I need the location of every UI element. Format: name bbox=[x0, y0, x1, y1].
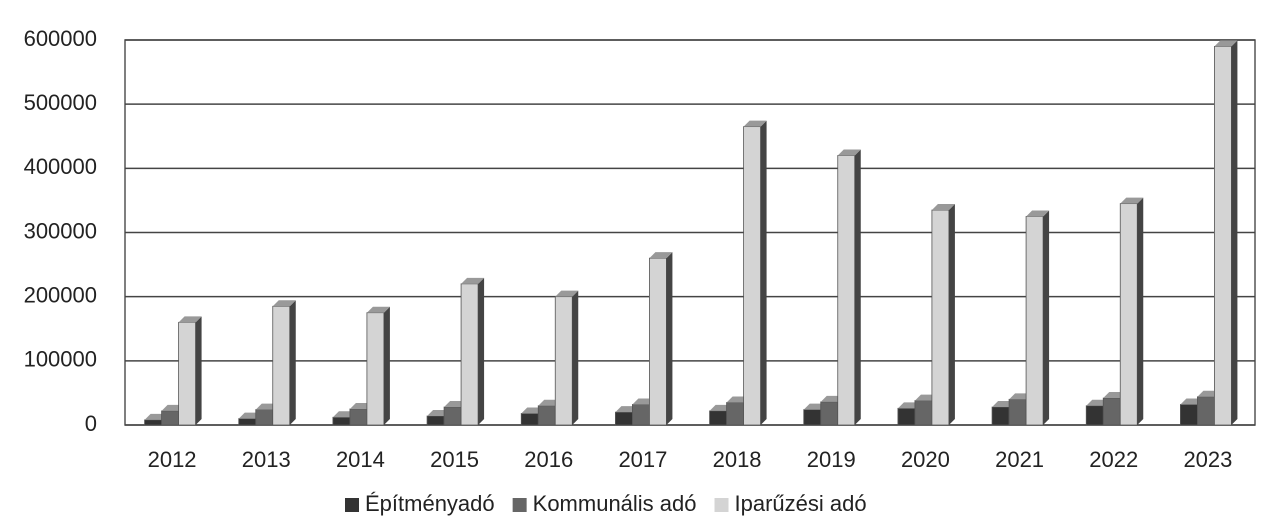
bar-front bbox=[366, 312, 385, 426]
bar-front bbox=[803, 409, 822, 426]
bar-top bbox=[649, 252, 673, 259]
bar-front bbox=[255, 409, 274, 426]
bar-front bbox=[743, 126, 761, 426]
bar-side bbox=[289, 300, 296, 425]
bar-front bbox=[897, 407, 916, 426]
x-tick-label: 2013 bbox=[242, 447, 291, 472]
bar-side bbox=[1231, 40, 1238, 426]
bar-top bbox=[555, 290, 579, 297]
bar-side bbox=[478, 277, 485, 425]
x-tick-label: 2015 bbox=[430, 447, 479, 472]
bar-side bbox=[383, 306, 390, 425]
bar-front bbox=[1197, 396, 1215, 426]
legend-swatch bbox=[512, 498, 527, 512]
legend-label: Iparűzési adó bbox=[735, 491, 867, 516]
bar bbox=[1119, 197, 1144, 426]
bar-front bbox=[144, 419, 162, 426]
bar-top bbox=[1026, 210, 1050, 217]
bar-top bbox=[1214, 40, 1238, 47]
bar-front bbox=[1102, 397, 1121, 426]
bar-front bbox=[554, 296, 573, 426]
x-tick-label: 2014 bbox=[336, 447, 385, 472]
x-tick-label: 2019 bbox=[807, 447, 856, 472]
bar-front bbox=[1025, 216, 1044, 426]
bar bbox=[837, 149, 861, 426]
bar-top bbox=[178, 316, 202, 323]
bar bbox=[272, 300, 296, 426]
bar-front bbox=[820, 401, 839, 426]
bar-side bbox=[572, 290, 579, 425]
bar-front bbox=[426, 415, 445, 426]
bar-front bbox=[914, 400, 933, 426]
bar-front bbox=[537, 405, 556, 426]
bar bbox=[554, 290, 579, 426]
x-tick-label: 2022 bbox=[1089, 447, 1138, 472]
x-tick-label: 2017 bbox=[618, 447, 667, 472]
bar-side bbox=[760, 120, 767, 425]
y-tick-label: 500000 bbox=[24, 90, 97, 115]
bar-top bbox=[461, 277, 485, 284]
bar-front bbox=[520, 413, 539, 426]
bar bbox=[1025, 210, 1050, 426]
bar-front bbox=[726, 402, 744, 426]
y-tick-label: 200000 bbox=[24, 282, 97, 307]
x-tick-label: 2016 bbox=[524, 447, 573, 472]
bar-top bbox=[1120, 197, 1144, 204]
bar-front bbox=[709, 410, 727, 426]
y-tick-label: 400000 bbox=[24, 154, 97, 179]
legend-swatch bbox=[345, 498, 359, 512]
bar-top bbox=[366, 306, 390, 313]
x-tick-label: 2021 bbox=[995, 447, 1044, 472]
bar-front bbox=[615, 411, 633, 426]
bar-front bbox=[332, 416, 351, 426]
bar-side bbox=[948, 204, 955, 425]
y-tick-label: 0 bbox=[85, 411, 97, 436]
bar-front bbox=[1119, 203, 1138, 426]
legend-swatch bbox=[714, 498, 729, 512]
bar-front bbox=[649, 257, 667, 426]
bar-side bbox=[1137, 197, 1144, 425]
bar-side bbox=[195, 316, 202, 425]
bar-side bbox=[854, 149, 861, 425]
bar bbox=[743, 120, 767, 426]
bar-front bbox=[349, 408, 368, 426]
bar-front bbox=[1180, 404, 1198, 426]
bar-front bbox=[1008, 398, 1027, 426]
bar-front bbox=[991, 406, 1010, 426]
bar-top bbox=[272, 300, 296, 307]
bar-front bbox=[238, 418, 257, 426]
bar-front bbox=[1085, 405, 1104, 426]
bar-front bbox=[178, 321, 196, 426]
bar-front bbox=[632, 404, 650, 426]
bar bbox=[366, 306, 390, 426]
bar-front bbox=[272, 305, 291, 426]
y-tick-label: 600000 bbox=[24, 26, 97, 51]
y-tick-label: 300000 bbox=[24, 218, 97, 243]
bar bbox=[1214, 40, 1238, 426]
bar-top bbox=[931, 204, 955, 211]
bar-top bbox=[743, 120, 767, 127]
bar-front bbox=[837, 155, 856, 426]
bar-front bbox=[1214, 46, 1232, 426]
bar-side bbox=[1043, 210, 1050, 425]
bar bbox=[649, 252, 673, 426]
bar-side bbox=[666, 252, 673, 425]
x-tick-label: 2023 bbox=[1183, 447, 1232, 472]
x-tick-label: 2018 bbox=[713, 447, 762, 472]
legend-label: Kommunális adó bbox=[533, 491, 697, 516]
legend-label: Építményadó bbox=[365, 491, 495, 516]
bar-top bbox=[837, 149, 861, 156]
bar bbox=[460, 277, 485, 426]
bar-front bbox=[460, 283, 479, 426]
bar bbox=[178, 316, 202, 426]
bar-front bbox=[443, 406, 462, 426]
x-tick-label: 2020 bbox=[901, 447, 950, 472]
bar-front bbox=[931, 209, 950, 426]
x-tick-label: 2012 bbox=[148, 447, 197, 472]
bar bbox=[931, 204, 955, 426]
y-tick-label: 100000 bbox=[24, 347, 97, 372]
bar-front bbox=[161, 410, 179, 426]
